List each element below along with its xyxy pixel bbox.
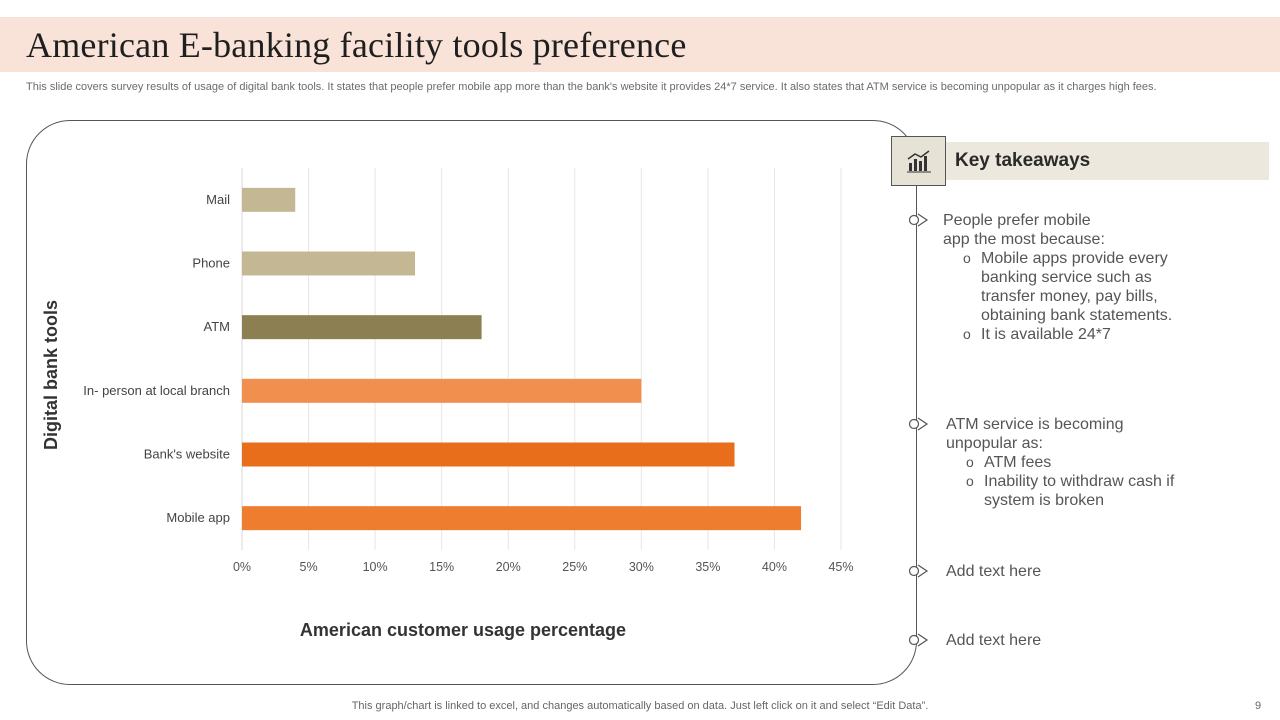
takeaway-subpoint: banking service such as bbox=[943, 268, 1172, 287]
x-tick-label: 0% bbox=[233, 560, 251, 574]
takeaway-subpoint-text: It is available 24*7 bbox=[981, 326, 1111, 343]
category-label: In- person at local branch bbox=[83, 383, 230, 398]
slide-subtitle: This slide covers survey results of usag… bbox=[26, 81, 1157, 93]
category-label: Mail bbox=[206, 192, 230, 207]
takeaway-subpoint: o ATM fees bbox=[946, 453, 1174, 472]
title-band bbox=[0, 17, 1280, 72]
x-tick-label: 20% bbox=[496, 560, 521, 574]
takeaway-text: Add text here bbox=[946, 563, 1042, 580]
category-label: ATM bbox=[204, 319, 230, 334]
takeaway-subpoint-text: Mobile apps provide every bbox=[981, 250, 1168, 267]
takeaways-icon-box bbox=[891, 136, 946, 186]
takeaway-subpoint: system is broken bbox=[946, 491, 1174, 510]
bar-in-person-at-local-branch[interactable] bbox=[242, 378, 642, 403]
chart-frame bbox=[26, 120, 917, 685]
x-tick-label: 40% bbox=[762, 560, 787, 574]
takeaway-subpoint-text: Inability to withdraw cash if bbox=[984, 473, 1175, 490]
takeaway-text: app the most because: bbox=[943, 231, 1105, 248]
x-tick-label: 30% bbox=[629, 560, 654, 574]
y-axis-title: Digital bank tools bbox=[41, 300, 61, 450]
takeaway-item: ATM service is becoming unpopular as: o ATM… bbox=[946, 415, 1174, 510]
bullet-marker-icon bbox=[908, 211, 932, 234]
x-tick-label: 35% bbox=[695, 560, 720, 574]
x-tick-label: 10% bbox=[363, 560, 388, 574]
takeaway-text: unpopular as: bbox=[946, 435, 1043, 452]
category-label: Mobile app bbox=[166, 510, 230, 525]
takeaway-text: People prefer mobile bbox=[943, 212, 1091, 229]
takeaway-text: Add text here bbox=[946, 632, 1042, 649]
sub-bullet-icon: o bbox=[966, 473, 974, 489]
takeaway-subpoint: o Inability to withdraw cash if bbox=[946, 472, 1174, 491]
bullet-marker-icon bbox=[908, 631, 932, 654]
takeaway-subpoint: obtaining bank statements. bbox=[943, 306, 1172, 325]
takeaways-heading: Key takeaways bbox=[955, 150, 1091, 171]
x-tick-label: 25% bbox=[562, 560, 587, 574]
bar-atm[interactable] bbox=[242, 315, 482, 340]
category-label: Bank's website bbox=[144, 447, 230, 462]
takeaway-subpoint-text: system is broken bbox=[984, 492, 1105, 509]
takeaway-subpoint: o It is available 24*7 bbox=[943, 325, 1172, 344]
takeaway-item: Add text here bbox=[946, 562, 1041, 581]
x-axis-title: American customer usage percentage bbox=[300, 620, 626, 640]
sub-bullet-icon: o bbox=[963, 326, 971, 342]
bullet-marker-icon bbox=[908, 562, 932, 585]
takeaway-subpoint-text: ATM fees bbox=[984, 454, 1052, 471]
category-label: Phone bbox=[192, 256, 230, 271]
x-tick-label: 45% bbox=[828, 560, 853, 574]
footer-note: This graph/chart is linked to excel, and… bbox=[351, 700, 929, 712]
takeaway-subpoint-text: banking service such as bbox=[981, 269, 1152, 286]
takeaways-header-bar bbox=[915, 142, 1269, 180]
chart-icon bbox=[906, 150, 931, 173]
sub-bullet-icon: o bbox=[963, 250, 971, 266]
takeaway-subpoint-text: obtaining bank statements. bbox=[981, 307, 1173, 324]
sub-bullet-icon: o bbox=[966, 454, 974, 470]
takeaway-text: ATM service is becoming bbox=[946, 416, 1124, 433]
bar-mobile-app[interactable] bbox=[242, 506, 802, 531]
takeaway-item: People prefer mobile app the most because… bbox=[943, 211, 1172, 344]
x-tick-label: 5% bbox=[300, 560, 318, 574]
bar-bank-s-website[interactable] bbox=[242, 442, 735, 467]
bar-mail[interactable] bbox=[242, 187, 296, 212]
takeaway-subpoint: transfer money, pay bills, bbox=[943, 287, 1172, 306]
takeaway-item: Add text here bbox=[946, 631, 1041, 650]
takeaway-subpoint: o Mobile apps provide every bbox=[943, 249, 1172, 268]
takeaway-subpoint-text: transfer money, pay bills, bbox=[981, 288, 1158, 305]
x-tick-label: 15% bbox=[429, 560, 454, 574]
bullet-marker-icon bbox=[908, 415, 932, 438]
slide-title: American E-banking facility tools prefer… bbox=[26, 25, 687, 65]
page-number: 9 bbox=[1255, 700, 1262, 712]
bar-phone[interactable] bbox=[242, 251, 416, 276]
